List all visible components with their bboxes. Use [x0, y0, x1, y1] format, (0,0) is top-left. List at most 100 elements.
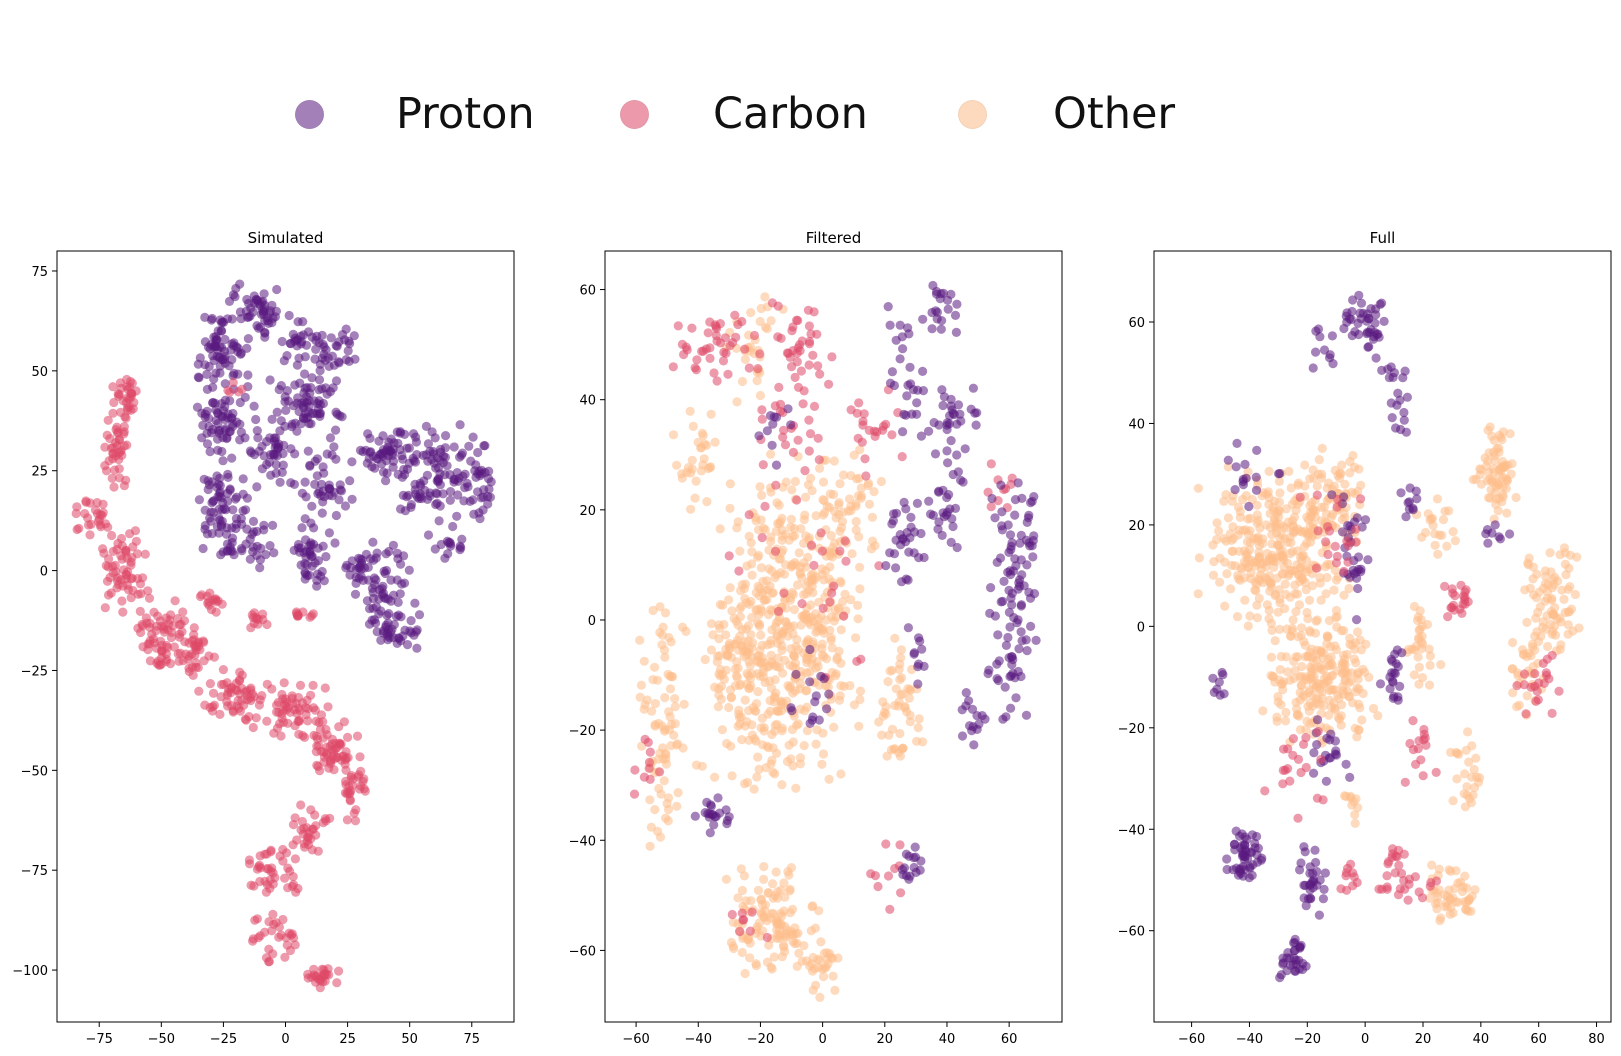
data-point: [1278, 953, 1288, 963]
data-point: [367, 462, 377, 472]
data-point: [944, 490, 954, 500]
data-point: [768, 879, 778, 889]
data-point: [816, 937, 826, 947]
data-point: [690, 493, 700, 503]
data-point: [870, 541, 880, 551]
data-point: [934, 487, 944, 497]
data-point: [1353, 627, 1363, 637]
data-point: [355, 445, 366, 455]
data-point: [314, 375, 325, 385]
data-point: [1264, 571, 1274, 581]
y-tick-label: 60: [1128, 316, 1145, 331]
legend-item-carbon: Carbon: [620, 82, 868, 146]
data-point: [343, 732, 353, 743]
data-point: [389, 620, 399, 630]
data-point: [827, 667, 837, 678]
data-point: [905, 685, 915, 696]
x-tick-label: 60: [1530, 1032, 1547, 1047]
data-point: [1352, 669, 1362, 679]
data-point: [943, 458, 953, 468]
data-point: [1371, 353, 1381, 363]
data-point: [779, 588, 789, 598]
data-point: [1496, 432, 1506, 442]
x-tick-label: 0: [818, 1032, 826, 1047]
data-point: [103, 590, 114, 600]
data-point: [1234, 574, 1244, 584]
data-point: [1299, 880, 1309, 890]
data-point: [1021, 710, 1032, 720]
data-point: [1295, 725, 1305, 735]
data-point: [1237, 851, 1248, 861]
data-point: [1232, 612, 1243, 622]
data-point: [326, 333, 336, 343]
data-point: [262, 437, 272, 447]
data-point: [193, 372, 203, 382]
data-point: [744, 706, 754, 716]
data-point: [711, 324, 722, 334]
data-point: [757, 640, 767, 651]
data-point: [245, 534, 255, 544]
data-point: [434, 516, 444, 526]
data-point: [1393, 388, 1403, 398]
data-point: [1424, 644, 1434, 654]
data-point: [368, 587, 378, 598]
data-point: [856, 654, 866, 664]
data-point: [740, 354, 751, 364]
data-point: [1286, 483, 1296, 493]
data-point: [799, 741, 809, 751]
data-point: [455, 545, 465, 555]
x-tick-label: 0: [1361, 1032, 1369, 1047]
data-point: [851, 516, 861, 527]
data-point: [248, 307, 258, 317]
data-point: [1417, 673, 1428, 683]
data-point: [1313, 726, 1323, 737]
data-point: [969, 740, 979, 750]
data-point: [887, 665, 897, 675]
data-point: [318, 717, 328, 727]
data-point: [996, 480, 1006, 490]
data-point: [464, 441, 474, 451]
data-point: [345, 570, 355, 580]
data-point: [81, 497, 91, 507]
data-point: [730, 681, 741, 691]
data-point: [839, 611, 849, 621]
data-point: [1304, 706, 1314, 716]
data-point: [896, 888, 906, 898]
data-point: [100, 442, 110, 452]
data-point: [1430, 529, 1440, 539]
data-point: [758, 672, 769, 682]
y-tick-label: −100: [12, 964, 48, 979]
data-point: [1309, 768, 1319, 778]
data-point: [341, 355, 351, 365]
data-point: [204, 600, 214, 610]
data-point: [393, 554, 403, 564]
data-point: [432, 476, 442, 486]
data-point: [242, 343, 252, 353]
data-point: [961, 701, 971, 711]
data-point: [1557, 585, 1567, 595]
y-tick-label: 40: [1128, 417, 1145, 432]
data-point: [774, 382, 784, 392]
data-point: [235, 419, 245, 429]
x-tick-label: −20: [747, 1032, 774, 1047]
data-point: [877, 730, 887, 740]
data-point: [1240, 595, 1250, 605]
data-point: [1219, 496, 1229, 506]
data-point: [1297, 661, 1307, 672]
data-point: [914, 659, 924, 669]
data-point: [948, 469, 958, 480]
data-point: [805, 429, 816, 439]
data-point: [271, 433, 281, 443]
data-point: [961, 688, 971, 698]
data-point: [193, 359, 203, 369]
data-point: [1356, 298, 1367, 308]
data-point: [835, 546, 845, 556]
data-point: [899, 409, 909, 419]
data-point: [659, 776, 669, 786]
data-point: [1476, 465, 1486, 475]
data-point: [1364, 342, 1374, 352]
data-point: [939, 392, 950, 402]
data-point: [1231, 462, 1241, 472]
data-point: [1336, 711, 1346, 721]
data-point: [793, 382, 804, 392]
